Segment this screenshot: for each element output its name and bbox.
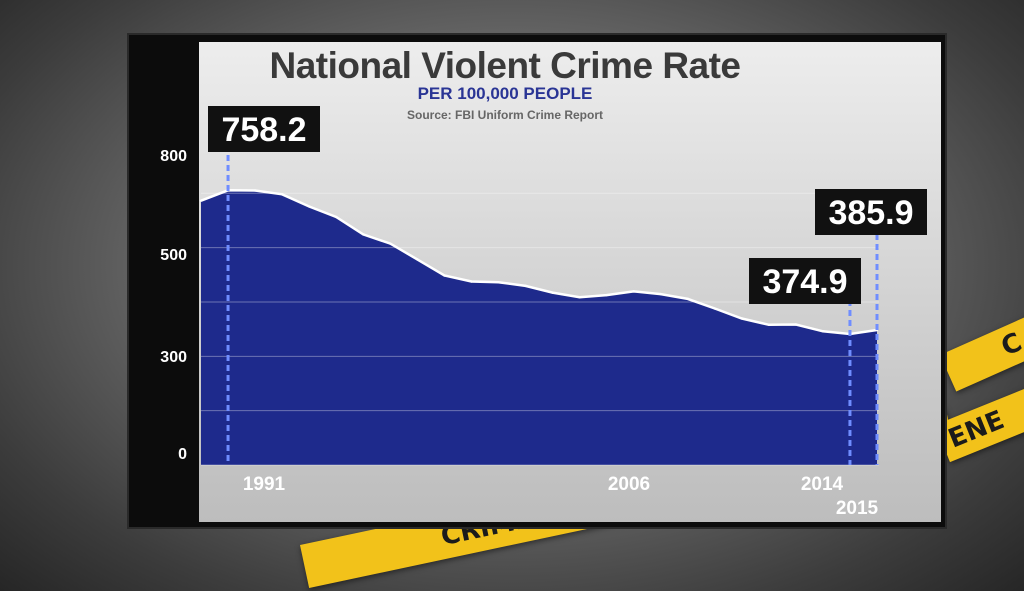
data-point (605, 293, 608, 297)
data-point (524, 284, 527, 288)
data-point (740, 317, 743, 320)
data-point (416, 258, 419, 261)
y-tick-label: 800 (160, 148, 187, 165)
y-tick-label: 0 (178, 446, 187, 463)
data-point (280, 193, 284, 196)
crime-rate-line (200, 189, 878, 336)
data-point (307, 205, 311, 208)
data-point (199, 199, 203, 202)
data-point (389, 242, 392, 245)
data-point (443, 274, 446, 277)
data-point (578, 295, 581, 299)
data-point (713, 307, 716, 310)
data-point (686, 297, 689, 301)
callout-value-1991: 758.2 (221, 111, 306, 149)
crime-rate-area (201, 190, 877, 466)
x-tick-label: 2015 (836, 498, 879, 519)
data-point (794, 323, 798, 326)
chart-subtitle: PER 100,000 PEOPLE (417, 84, 593, 103)
y-tick-label: 500 (160, 247, 187, 264)
data-point (821, 330, 825, 333)
callout-box-1991 (208, 106, 320, 152)
x-tick-label: 1991 (243, 474, 286, 495)
data-point (497, 281, 500, 284)
chart-title: National Violent Crime Rate (269, 45, 741, 86)
x-tick-label: 2014 (801, 474, 844, 495)
callout-box-2015 (815, 189, 927, 235)
chart-source: Source: FBI Uniform Crime Report (406, 108, 604, 122)
x-tick-label: 2006 (608, 474, 650, 495)
data-point (253, 189, 257, 192)
data-point (470, 280, 473, 283)
y-tick-label: 300 (160, 349, 187, 366)
data-point (767, 323, 771, 326)
data-point (335, 215, 338, 219)
data-point (362, 233, 365, 236)
callout-value-2015: 385.9 (828, 194, 913, 232)
data-point (632, 290, 635, 293)
callout-box-2014 (749, 258, 861, 304)
data-point (551, 291, 554, 294)
callout-value-2014: 374.9 (762, 263, 847, 301)
data-point (659, 292, 662, 296)
